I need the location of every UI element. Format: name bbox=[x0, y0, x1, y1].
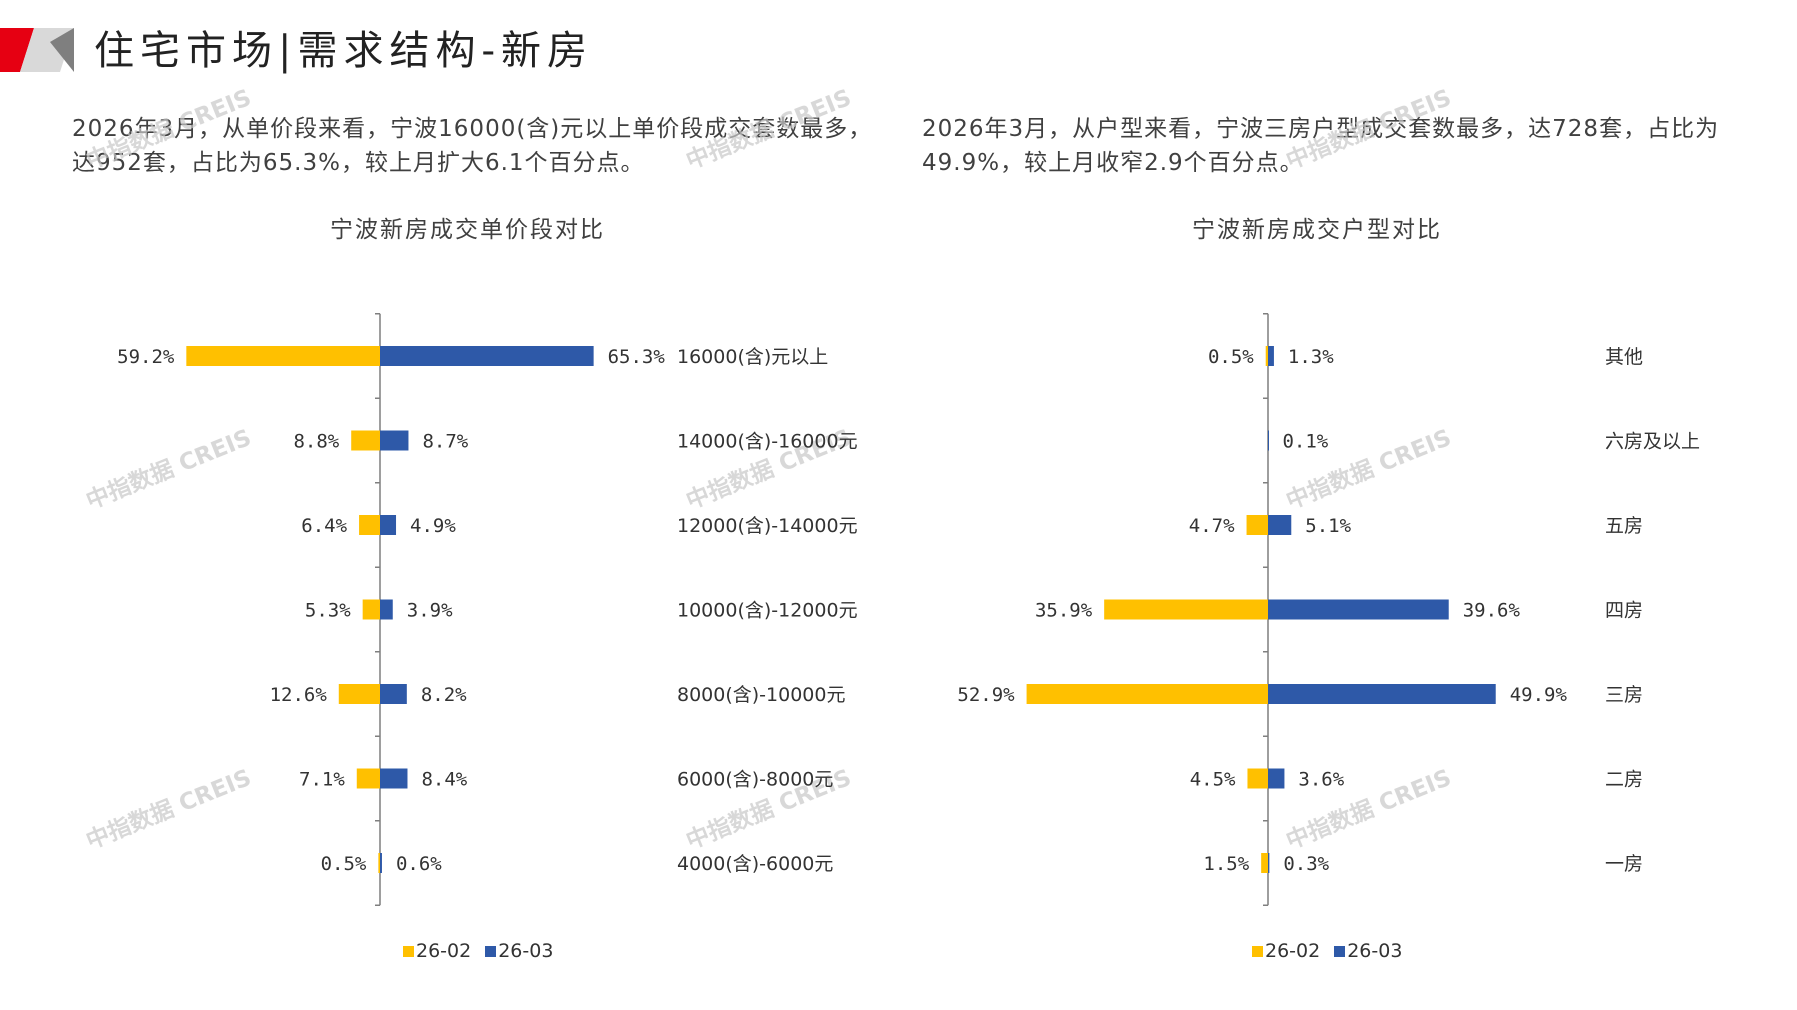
data-label-curr: 8.2% bbox=[421, 684, 467, 706]
data-label-curr: 4.9% bbox=[410, 515, 456, 537]
legend-swatch-curr bbox=[485, 945, 497, 957]
right-chart-title: 宁波新房成交户型对比 bbox=[1192, 217, 1442, 243]
legend-label-curr: 26-03 bbox=[1347, 940, 1403, 962]
legend-swatch-prev bbox=[403, 945, 414, 957]
bar-prev bbox=[356, 768, 380, 789]
bar-prev bbox=[362, 599, 380, 620]
data-label-prev: 6.4% bbox=[301, 515, 347, 537]
bar-curr bbox=[1268, 599, 1449, 620]
bar-prev bbox=[1265, 346, 1268, 366]
data-label-prev: 4.7% bbox=[1189, 515, 1235, 537]
data-label-curr: 0.1% bbox=[1282, 431, 1328, 453]
category-label: 16000(含)元以上 bbox=[677, 346, 828, 368]
legend-item-prev: 26-02 bbox=[1252, 940, 1320, 962]
bar-curr bbox=[1268, 768, 1285, 789]
bar-prev bbox=[378, 853, 380, 873]
category-label: 其他 bbox=[1605, 346, 1643, 368]
category-label: 8000(含)-10000元 bbox=[677, 684, 845, 706]
bar-prev bbox=[1247, 768, 1268, 789]
legend-label-prev: 26-02 bbox=[416, 940, 472, 962]
data-label-curr: 8.7% bbox=[422, 431, 468, 453]
bar-prev bbox=[1026, 684, 1268, 704]
category-label: 14000(含)-16000元 bbox=[677, 431, 858, 453]
bar-curr bbox=[1268, 515, 1292, 535]
left-chart-title: 宁波新房成交单价段对比 bbox=[330, 217, 605, 243]
data-label-prev: 5.3% bbox=[305, 600, 351, 622]
data-label-prev: 52.9% bbox=[957, 684, 1015, 706]
category-label: 六房及以上 bbox=[1605, 431, 1700, 453]
category-label: 四房 bbox=[1605, 600, 1643, 622]
category-label: 五房 bbox=[1605, 515, 1643, 537]
legend-label-prev: 26-02 bbox=[1265, 940, 1321, 962]
legend-swatch-prev bbox=[1252, 945, 1263, 957]
bar-curr bbox=[380, 684, 407, 704]
bar-prev bbox=[359, 515, 380, 535]
right-legend: 26-02 26-03 bbox=[1252, 940, 1402, 962]
legend-label-curr: 26-03 bbox=[498, 940, 554, 962]
data-label-curr: 0.6% bbox=[396, 853, 442, 875]
bar-curr bbox=[1268, 430, 1269, 451]
data-label-prev: 59.2% bbox=[117, 346, 175, 368]
page-title: 住宅市场|需求结构-新房 bbox=[94, 28, 593, 74]
right-description: 2026年3月，从户型来看，宁波三房户型成交套数最多，达728套，占比为49.9… bbox=[922, 116, 1720, 176]
data-label-prev: 0.5% bbox=[321, 853, 367, 875]
data-label-curr: 3.9% bbox=[407, 600, 453, 622]
data-label-prev: 35.9% bbox=[1035, 600, 1093, 622]
data-label-prev: 0.5% bbox=[1208, 346, 1254, 368]
bar-curr bbox=[380, 853, 382, 873]
bar-curr bbox=[1268, 684, 1496, 704]
data-label-prev: 1.5% bbox=[1203, 853, 1249, 875]
bar-curr bbox=[380, 515, 397, 535]
bar-prev bbox=[338, 684, 380, 704]
category-label: 12000(含)-14000元 bbox=[677, 515, 858, 537]
left-description: 2026年3月，从单价段来看，宁波16000(含)元以上单价段成交套数最多，达9… bbox=[72, 116, 873, 176]
price-band-butterfly-chart: 59.2% 65.3% 16000(含)元以上 8.8% 8.7% 14000(含)-16… bbox=[117, 313, 858, 906]
legend-swatch-curr bbox=[1334, 945, 1346, 957]
category-label: 6000(含)-8000元 bbox=[677, 769, 833, 791]
data-label-curr: 5.1% bbox=[1305, 515, 1351, 537]
category-label: 二房 bbox=[1605, 769, 1643, 791]
legend-item-curr: 26-03 bbox=[1334, 940, 1402, 962]
data-label-curr: 39.6% bbox=[1463, 600, 1521, 622]
bar-curr bbox=[380, 599, 393, 620]
data-label-curr: 1.3% bbox=[1288, 346, 1334, 368]
bar-prev bbox=[1104, 599, 1268, 620]
bar-prev bbox=[1261, 853, 1268, 873]
data-label-prev: 4.5% bbox=[1190, 769, 1236, 791]
data-label-curr: 3.6% bbox=[1298, 769, 1344, 791]
data-label-prev: 7.1% bbox=[299, 769, 345, 791]
legend-item-curr: 26-03 bbox=[485, 940, 553, 962]
bar-curr bbox=[380, 346, 594, 366]
bar-prev bbox=[351, 430, 380, 451]
bar-curr bbox=[380, 430, 409, 451]
data-label-prev: 8.8% bbox=[293, 431, 339, 453]
data-label-prev: 12.6% bbox=[270, 684, 328, 706]
legend-item-prev: 26-02 bbox=[403, 940, 471, 962]
data-label-curr: 49.9% bbox=[1510, 684, 1568, 706]
data-label-curr: 8.4% bbox=[421, 769, 467, 791]
data-label-curr: 0.3% bbox=[1283, 853, 1329, 875]
category-label: 4000(含)-6000元 bbox=[677, 853, 833, 875]
category-label: 三房 bbox=[1605, 684, 1643, 706]
category-label: 10000(含)-12000元 bbox=[677, 600, 858, 622]
room-type-butterfly-chart: 0.5% 1.3% 其他 0.1% 六房及以上 4.7% 5.1% 五房 35.9% 39.6% 四… bbox=[957, 313, 1700, 906]
left-legend: 26-02 26-03 bbox=[403, 940, 553, 962]
bar-curr bbox=[1268, 346, 1274, 366]
bar-curr bbox=[1268, 853, 1270, 873]
bar-prev bbox=[1246, 515, 1268, 535]
bar-prev bbox=[186, 346, 380, 366]
brand-logo-icon bbox=[0, 28, 74, 72]
category-label: 一房 bbox=[1605, 853, 1643, 875]
bar-curr bbox=[380, 768, 408, 789]
data-label-curr: 65.3% bbox=[608, 346, 666, 368]
